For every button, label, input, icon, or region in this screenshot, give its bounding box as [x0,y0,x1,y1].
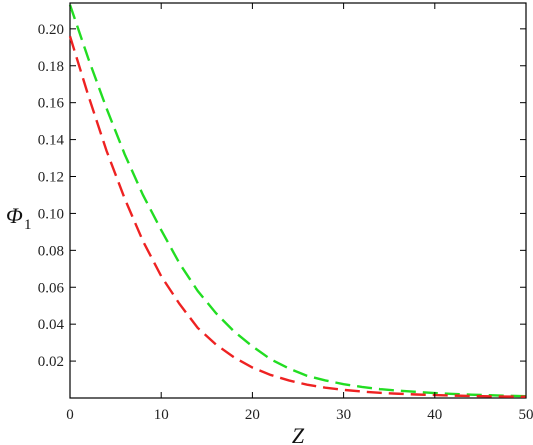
y-axis-label-subscript: 1 [24,217,32,233]
y-tick-label: 0.08 [38,243,64,259]
x-tick-label: 30 [336,407,351,423]
y-tick-label: 0.18 [38,59,64,75]
x-axis-label: Z [292,423,305,445]
series-line-2 [68,35,527,398]
y-tick-label: 0.10 [38,206,64,222]
series-line-1 [68,4,527,398]
y-axis-label: Φ [6,203,23,228]
x-tick-label: 40 [427,407,442,423]
y-tick-label: 0.06 [38,280,65,296]
y-tick-label: 0.04 [38,317,65,333]
plot-frame [69,2,527,399]
series-layer [68,4,527,398]
tick-layer [69,3,527,398]
y-tick-label: 0.02 [38,354,64,370]
y-tick-label: 0.12 [38,170,64,186]
x-tick-label: 10 [154,407,169,423]
y-tick-label: 0.16 [38,96,65,112]
y-tick-label: 0.20 [38,22,64,38]
x-tick-label: 20 [245,407,260,423]
y-tick-label: 0.14 [38,133,65,149]
x-tick-label: 0 [66,407,74,423]
x-tick-label: 50 [519,407,533,423]
label-layer: 0 10 20 30 40 50 0.02 0.04 0.06 0.08 0.10 0.12 0.14 0… [38,22,533,423]
